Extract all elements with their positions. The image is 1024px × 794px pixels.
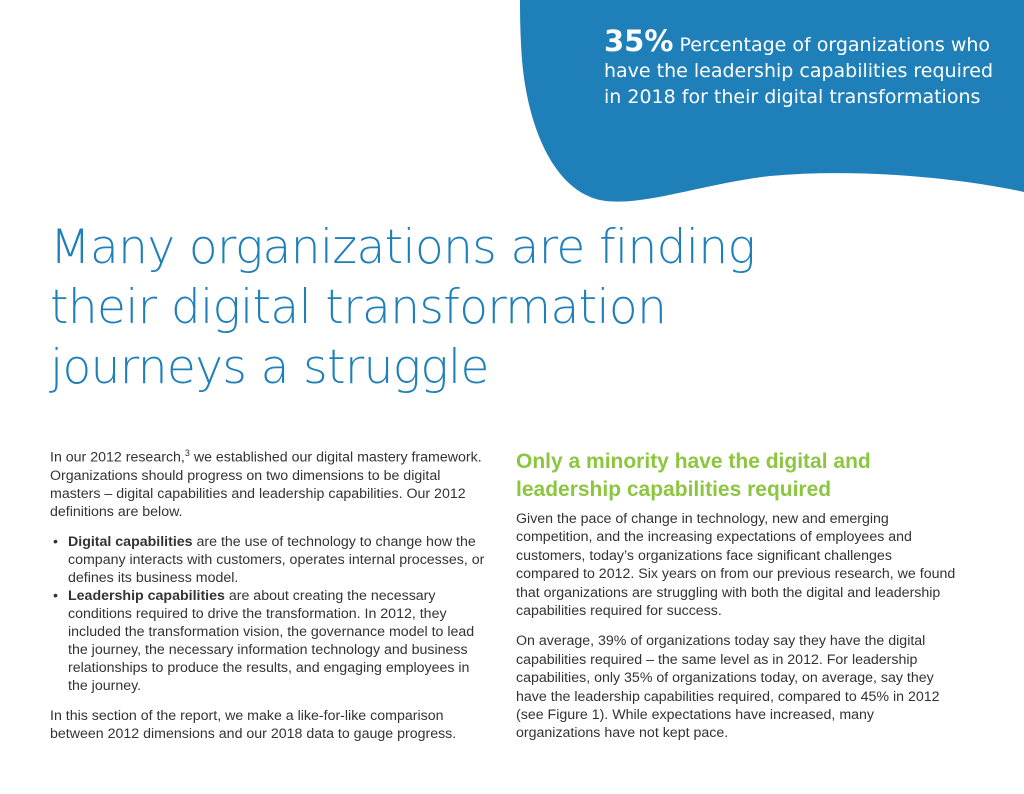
definition-leadership-capabilities: are about creating the necessary conditi… xyxy=(68,587,475,694)
bullet-icon: • xyxy=(53,587,58,604)
list-item-digital-capabilities: • Digital capabilities are the use of te… xyxy=(50,533,486,587)
definition-digital-capabilities: are the use of technology to change how … xyxy=(68,533,485,586)
intro-paragraph: In our 2012 research,3 we established ou… xyxy=(50,444,486,521)
body-paragraph-2: On average, 39% of organizations today s… xyxy=(516,633,940,742)
definitions-list: • Digital capabilities are the use of te… xyxy=(50,533,486,695)
intro-text-end: we established our digital mastery frame… xyxy=(50,449,482,520)
callout-text: Percentage of organizations who have the… xyxy=(604,34,994,108)
intro-text-start: In our 2012 research, xyxy=(50,449,185,466)
section-subheading: Only a minority have the digital and lea… xyxy=(516,450,871,501)
term-leadership-capabilities: Leadership capabilities xyxy=(68,587,225,604)
bullet-icon: • xyxy=(53,533,58,550)
stat-callout: 35% Percentage of organizations who have… xyxy=(604,27,1004,110)
closing-paragraph: In this section of the report, we make a… xyxy=(50,707,457,742)
callout-background-shape xyxy=(520,0,1024,202)
footnote-marker: 3 xyxy=(184,448,190,458)
page-headline: Many organizations are finding their dig… xyxy=(50,220,756,395)
list-item-leadership-capabilities: • Leadership capabilities are about crea… xyxy=(50,587,486,695)
term-digital-capabilities: Digital capabilities xyxy=(68,533,193,550)
left-column: In our 2012 research,3 we established ou… xyxy=(50,444,486,743)
right-column: Only a minority have the digital and lea… xyxy=(516,448,956,743)
body-paragraph-1: Given the pace of change in technology, … xyxy=(516,511,956,620)
callout-stat: 35% xyxy=(604,24,674,58)
